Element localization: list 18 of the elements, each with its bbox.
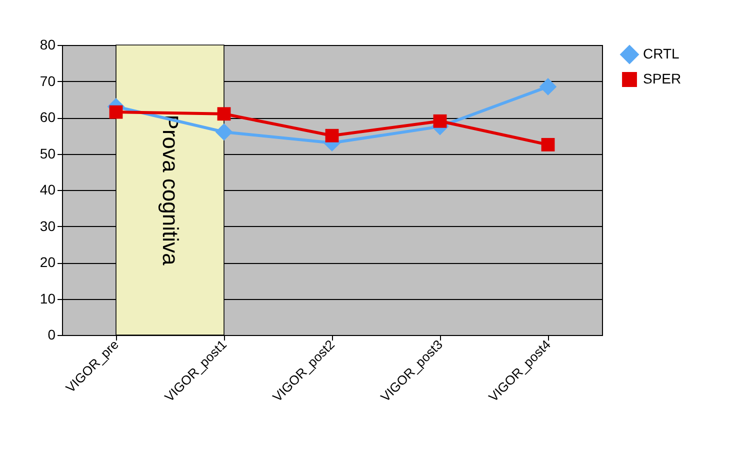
legend-label: SPER [643, 70, 682, 86]
point [109, 105, 123, 119]
point [325, 128, 339, 142]
point [541, 138, 555, 152]
y-tick-label: 70 [40, 72, 56, 89]
point [433, 114, 447, 128]
y-tick-label: 20 [40, 254, 56, 270]
y-tick-label: 30 [40, 218, 56, 234]
y-tick-label: 60 [40, 109, 56, 125]
point [215, 123, 233, 141]
y-tick-label: 0 [48, 326, 56, 342]
legend-label: CRTL [643, 46, 680, 62]
point [217, 107, 231, 121]
y-tick-label: 10 [40, 290, 56, 306]
point [539, 78, 557, 96]
y-tick-label: 50 [40, 145, 56, 162]
y-tick-label: 40 [40, 182, 56, 198]
y-tick-label: 80 [40, 36, 56, 52]
